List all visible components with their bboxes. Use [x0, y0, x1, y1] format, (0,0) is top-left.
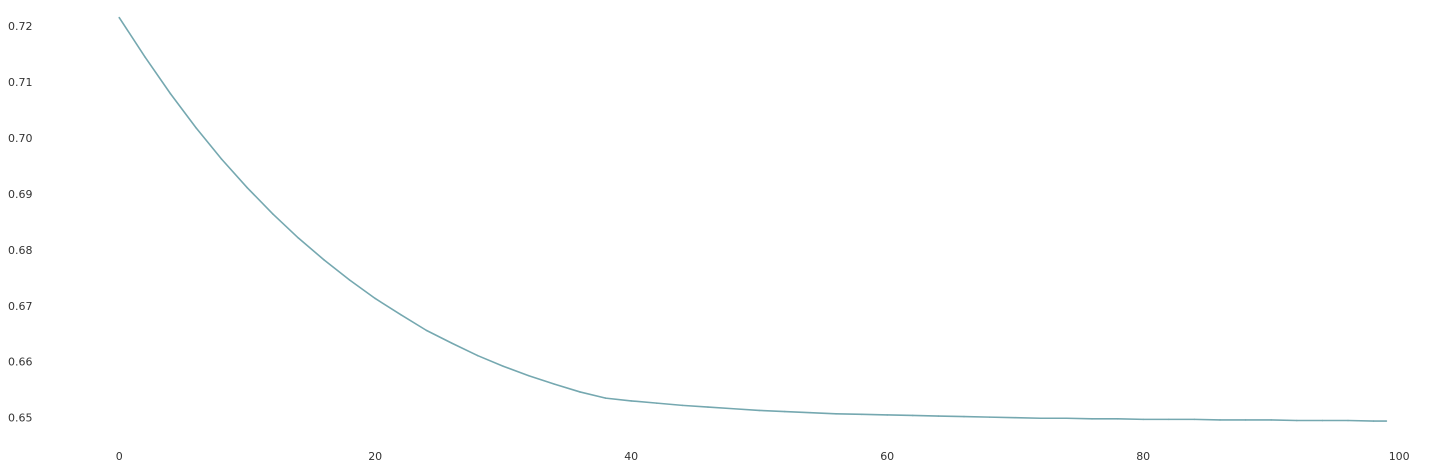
- data-point: [809, 411, 812, 414]
- y-tick-label: 0.66: [8, 356, 33, 369]
- data-point: [476, 354, 479, 357]
- y-tick-label: 0.71: [8, 76, 33, 89]
- data-point: [451, 342, 453, 345]
- data-point: [1321, 419, 1324, 422]
- y-tick-label: 0.72: [8, 20, 33, 33]
- data-point: [1347, 419, 1349, 422]
- y-tick-label: 0.69: [8, 188, 33, 201]
- data-point: [835, 412, 837, 415]
- y-tick-label: 0.68: [8, 244, 33, 257]
- x-tick-label: 80: [1136, 450, 1150, 463]
- data-point: [963, 415, 965, 418]
- data-point: [579, 391, 581, 393]
- data-point: [707, 406, 709, 408]
- data-point: [1168, 418, 1170, 421]
- x-tick-label: 40: [624, 450, 638, 463]
- data-point: [323, 259, 325, 261]
- data-point: [528, 374, 530, 377]
- data-point: [1385, 420, 1388, 422]
- data-point: [784, 410, 786, 413]
- data-point: [144, 55, 146, 58]
- x-tick-label: 20: [368, 450, 382, 463]
- data-point: [374, 297, 377, 300]
- data-point: [220, 158, 223, 160]
- data-point: [425, 329, 428, 332]
- data-point: [681, 404, 684, 407]
- data-point: [1296, 419, 1298, 422]
- y-tick-label: 0.65: [8, 412, 33, 425]
- data-point: [400, 313, 402, 316]
- data-point: [860, 413, 863, 416]
- x-tick-label: 100: [1389, 450, 1410, 463]
- data-point: [1244, 419, 1247, 421]
- data-point: [604, 397, 607, 399]
- data-point: [195, 126, 197, 129]
- data-point: [1219, 419, 1221, 421]
- y-axis-ticks: 0.65 0.66 0.67 0.68 0.69 0.70 0.71 0.72: [8, 20, 33, 425]
- series-line-0: [118, 17, 1387, 422]
- data-point: [912, 414, 914, 417]
- data-point: [1091, 418, 1093, 420]
- data-point: [630, 400, 632, 402]
- data-point: [886, 414, 888, 416]
- data-point: [988, 416, 991, 418]
- data-point: [656, 402, 658, 404]
- data-point: [246, 186, 248, 189]
- data-point: [1270, 419, 1272, 421]
- data-point: [1065, 417, 1068, 420]
- x-tick-label: 0: [116, 450, 123, 463]
- data-point: [732, 407, 735, 410]
- series-lines: [118, 16, 1388, 422]
- data-point: [118, 16, 120, 19]
- data-point: [553, 383, 556, 385]
- data-point: [1040, 417, 1042, 420]
- data-point: [297, 237, 300, 239]
- data-point: [1014, 416, 1016, 419]
- data-point: [348, 279, 351, 281]
- data-point: [1142, 418, 1144, 421]
- x-axis-ticks: 0 20 40 60 80 100: [116, 450, 1410, 463]
- data-point: [758, 409, 760, 412]
- data-point: [169, 92, 172, 95]
- y-tick-label: 0.70: [8, 132, 33, 145]
- y-tick-label: 0.67: [8, 300, 33, 313]
- data-point: [502, 365, 505, 368]
- data-point: [1193, 418, 1196, 421]
- data-point: [1372, 420, 1375, 422]
- data-point: [1116, 418, 1119, 420]
- x-tick-label: 60: [880, 450, 894, 463]
- data-point: [272, 213, 274, 215]
- data-point: [937, 415, 940, 417]
